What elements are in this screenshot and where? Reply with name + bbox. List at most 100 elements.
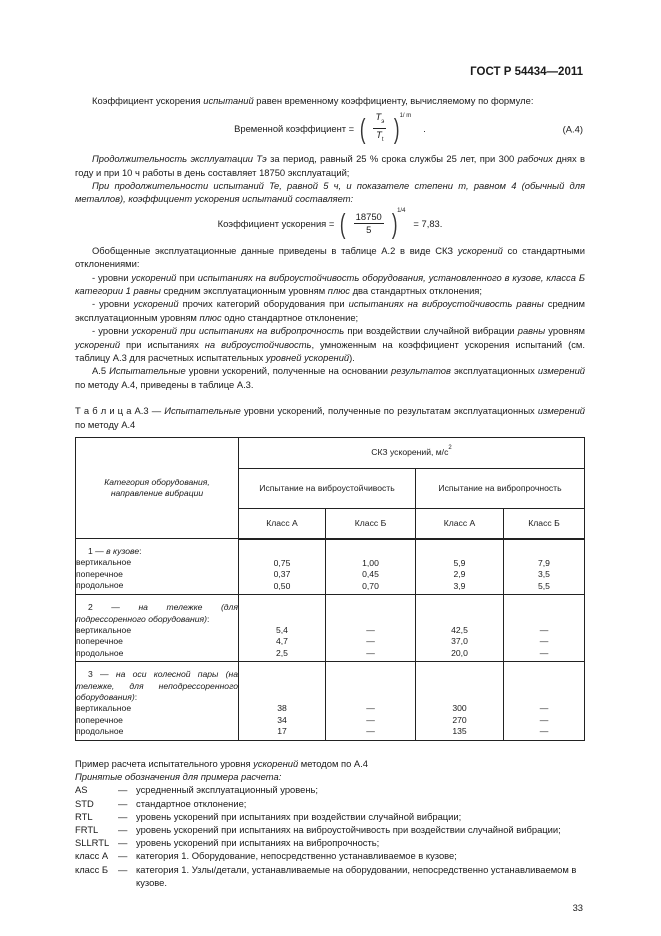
text-run: А.5 bbox=[92, 365, 110, 377]
list-item-other-categories: - уровни ускорений прочих категорий обор… bbox=[75, 297, 585, 324]
legend-item: RTL — уровень ускорений при испытаниях при… bbox=[75, 810, 595, 823]
legend-dash: — bbox=[118, 850, 128, 862]
text-run: за период, равный 25 % срока службы 25 л… bbox=[266, 153, 518, 165]
text-run: - уровни bbox=[92, 298, 134, 310]
text-run: Испытательные bbox=[109, 365, 186, 377]
legend-abbr: RTL bbox=[75, 810, 93, 822]
formula-tail: . bbox=[423, 123, 426, 135]
value: 38 bbox=[277, 703, 287, 714]
text-run: на виброустойчивость bbox=[204, 338, 312, 350]
legend-abbr: SLLRTL bbox=[75, 837, 110, 849]
direction-label: продольное bbox=[76, 647, 124, 658]
value: 34 bbox=[277, 714, 287, 725]
value-cell: 42,5 37,0 20,0 bbox=[415, 594, 504, 663]
value: — bbox=[366, 636, 375, 647]
page-number: 33 bbox=[572, 902, 583, 914]
value: 270 bbox=[452, 714, 467, 725]
text-run: ускорений bbox=[457, 244, 503, 256]
value: 0,37 bbox=[273, 569, 291, 580]
numerator-sub: э bbox=[381, 119, 385, 126]
category-colon: : bbox=[139, 546, 142, 557]
text-run: прочих категорий оборудования при bbox=[178, 298, 349, 310]
text-run: ). bbox=[349, 352, 355, 364]
value-cell: 1,00 0,45 0,70 bbox=[325, 538, 416, 596]
paragraph-intro: Коэффициент ускорения испытаний равен вр… bbox=[75, 94, 585, 107]
text-run: средним эксплуатационным уровням bbox=[160, 285, 328, 296]
text-run: уровней ускорений bbox=[265, 352, 350, 364]
text-run: Обобщенные эксплуатационные данные приве… bbox=[92, 244, 458, 256]
category-number: 2 — bbox=[88, 602, 139, 613]
value: — bbox=[366, 647, 375, 658]
direction-label: продольное bbox=[76, 580, 124, 591]
text-run: равны bbox=[517, 325, 546, 337]
legend-abbr: класс Б bbox=[75, 863, 109, 875]
legend-abbr: FRTL bbox=[75, 824, 99, 836]
value-cell: — — — bbox=[325, 594, 416, 663]
text-run: Коэффициент ускорения bbox=[92, 95, 204, 106]
category-title: 3 — на оси колесной пары (на тележке, дл… bbox=[70, 669, 238, 703]
value-cell: 7,9 3,5 5,5 bbox=[503, 538, 585, 596]
value: 5,9 bbox=[453, 557, 466, 568]
value-cell: — — — bbox=[325, 661, 416, 741]
value: — bbox=[366, 624, 375, 635]
header-category-text: Категория оборудования, направление вибр… bbox=[104, 476, 210, 499]
header-class-a: Класс А bbox=[415, 508, 504, 540]
legend-desc: уровень ускорений при испытаниях при воз… bbox=[136, 810, 462, 822]
paragraph-test-duration: При продолжительности испытаний Te, равн… bbox=[75, 179, 585, 206]
left-paren: ( bbox=[340, 207, 346, 239]
table-row-group: 1 — в кузове: вертикальное поперечное продо… bbox=[75, 538, 585, 596]
value: — bbox=[539, 636, 549, 647]
denominator: T bbox=[376, 129, 382, 141]
paragraph-operation-duration: Продолжительность эксплуатации Tэ за пер… bbox=[75, 152, 585, 179]
text-run: равен временному коэффициенту, вычисляем… bbox=[253, 95, 534, 106]
formula-label: Коэффициент ускорения = bbox=[217, 218, 335, 230]
value-cell: — — — bbox=[503, 594, 585, 663]
text-run: уровни ускорений, полученные по результа… bbox=[240, 405, 538, 417]
legend-item: STD — стандартное отклонение; bbox=[75, 797, 595, 810]
value: 20,0 bbox=[451, 647, 468, 658]
right-paren: ) bbox=[394, 112, 400, 144]
legend-dash: — bbox=[118, 863, 128, 875]
legend-item: класс Б — категория 1. Узлы/детали, устана… bbox=[75, 863, 595, 889]
exponent: 1/4 bbox=[397, 208, 406, 215]
example-subtitle: Принятые обозначения для примера расчета… bbox=[75, 770, 595, 783]
text-run: два стандартных отклонения; bbox=[349, 285, 482, 296]
legend-abbr: класс А bbox=[75, 850, 109, 862]
text-run: ускорений bbox=[75, 338, 121, 350]
value: — bbox=[366, 703, 375, 714]
legend-abbr: STD bbox=[75, 797, 94, 809]
value: — bbox=[366, 714, 375, 725]
table-row-group: 2 — на тележке (для подрессоренного обор… bbox=[75, 594, 585, 663]
header-rms-text: СКЗ ускорений, м/с bbox=[371, 447, 449, 458]
value-cell: 300 270 135 bbox=[415, 661, 504, 741]
value: 0,45 bbox=[362, 569, 379, 580]
text-run: - уровни bbox=[92, 271, 132, 283]
legend-dash: — bbox=[118, 824, 128, 836]
text-run: испытаниях на виброустойчивость оборудов… bbox=[75, 271, 585, 296]
legend-desc: уровень ускорений при испытаниях на вибр… bbox=[136, 837, 380, 849]
legend-dash: — bbox=[118, 810, 128, 822]
category-title: 2 — на тележке (для подрессоренного обор… bbox=[70, 602, 238, 625]
value: 5,4 bbox=[276, 624, 288, 635]
text-run: при испытаниях bbox=[120, 338, 205, 350]
legend-desc: категория 1. Оборудование, непосредствен… bbox=[136, 850, 457, 862]
legend-item: SLLRTL — уровень ускорений при испытаниях … bbox=[75, 836, 595, 849]
legend-item: класс А — категория 1. Оборудование, непос… bbox=[75, 849, 595, 862]
table-caption: Т а б л и ц а А.3 — Испытательные уровни… bbox=[75, 404, 585, 431]
value: 7,9 bbox=[538, 557, 550, 568]
header-class-a: Класс А bbox=[238, 508, 326, 540]
text-run: испытаний bbox=[203, 95, 254, 106]
numerator: 18750 bbox=[353, 211, 384, 225]
value: 4,7 bbox=[276, 636, 288, 647]
category-cell: 3 — на оси колесной пары (на тележке, дл… bbox=[75, 661, 239, 741]
legend-item: AS — усредненный эксплуатационный уровень; bbox=[75, 783, 595, 796]
formula-label: Временной коэффициент = bbox=[234, 123, 355, 135]
legend-dash: — bbox=[118, 837, 128, 849]
paragraph-generalized-data: Обобщенные эксплуатационные данные приве… bbox=[75, 244, 585, 271]
direction-label: поперечное bbox=[76, 636, 123, 647]
value: 3,5 bbox=[538, 569, 550, 580]
text-run: ускорений bbox=[133, 298, 179, 310]
example-subtitle-text: Принятые обозначения для примера расчета… bbox=[75, 771, 282, 783]
direction-label: продольное bbox=[76, 726, 124, 737]
category-title: 1 — в кузове: bbox=[70, 546, 238, 557]
